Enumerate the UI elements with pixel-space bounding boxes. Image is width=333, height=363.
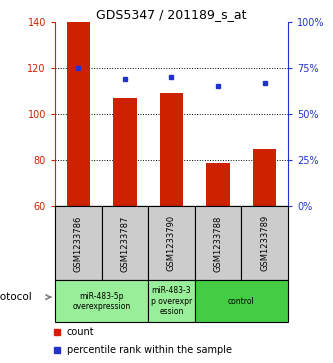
Bar [195,207,241,280]
Bar [206,163,230,207]
Bar [195,280,288,322]
Bar [55,207,102,280]
Bar [148,207,195,280]
Text: miR-483-3
p overexpr
ession: miR-483-3 p overexpr ession [151,286,192,316]
Text: count: count [67,327,94,337]
Text: GSM1233787: GSM1233787 [120,215,130,272]
Bar [241,207,288,280]
Text: GSM1233790: GSM1233790 [167,215,176,272]
Text: control: control [228,297,255,306]
Text: GSM1233786: GSM1233786 [74,215,83,272]
Text: miR-483-5p
overexpression: miR-483-5p overexpression [73,291,131,311]
Bar [55,280,148,322]
Bar [160,93,183,207]
Bar [102,207,148,280]
Bar [113,98,137,207]
Bar [253,149,276,207]
Bar [148,280,195,322]
Bar [67,22,90,207]
Title: GDS5347 / 201189_s_at: GDS5347 / 201189_s_at [96,8,247,21]
Text: percentile rank within the sample: percentile rank within the sample [67,345,231,355]
Text: protocol: protocol [0,292,32,302]
Text: GSM1233789: GSM1233789 [260,215,269,272]
Text: GSM1233788: GSM1233788 [213,215,223,272]
